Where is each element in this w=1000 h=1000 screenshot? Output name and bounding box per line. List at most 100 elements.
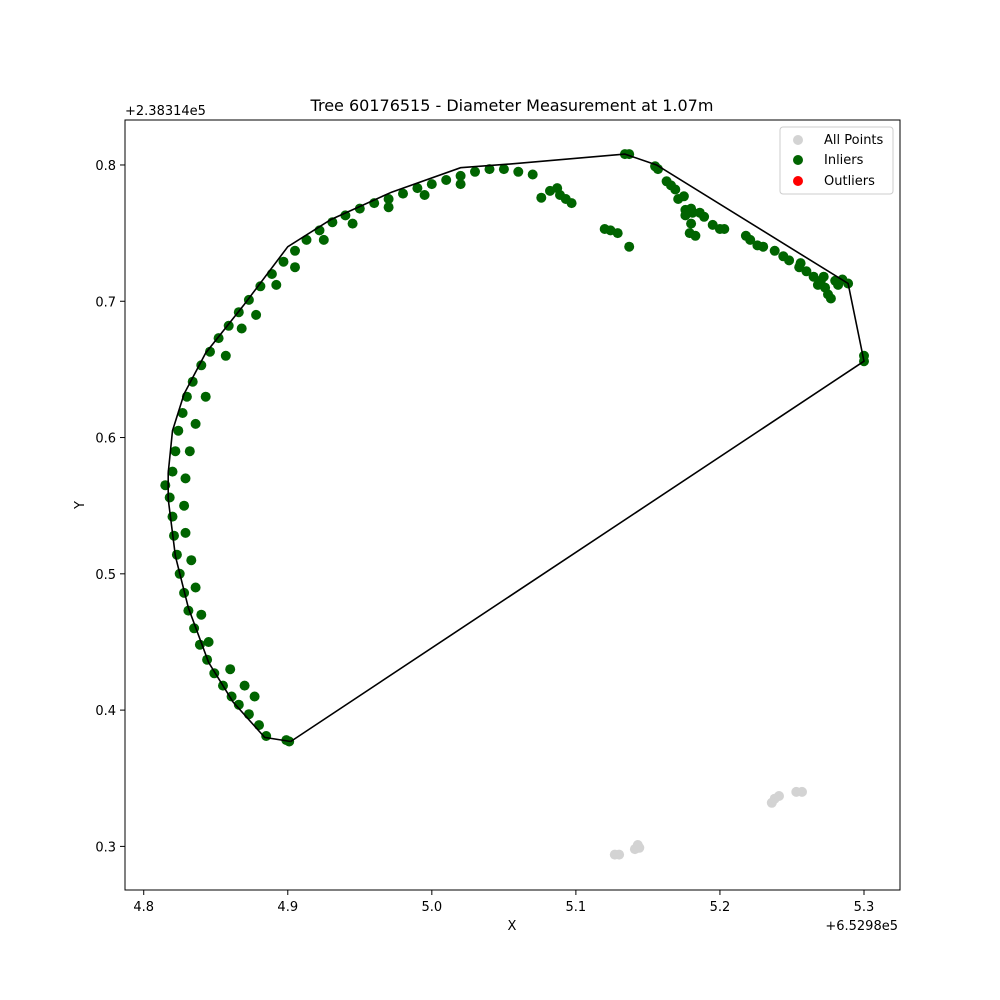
point-inliers [624, 241, 635, 252]
y-tick-label: 0.4 [95, 704, 116, 719]
convex-hull-line [167, 153, 865, 743]
y-tick-label: 0.8 [95, 159, 116, 174]
y-axis-ticks: 0.3 0.4 0.5 0.6 0.7 0.8 [95, 159, 125, 855]
point-inliers [290, 262, 300, 273]
point-inliers [513, 166, 524, 177]
x-tick-label: 4.8 [133, 900, 154, 915]
point-inliers [180, 527, 191, 538]
point-inliers [470, 166, 480, 177]
x-tick-label: 5.2 [710, 900, 731, 915]
axes-frame [124, 119, 901, 891]
legend: All Points Inliers Outliers [779, 126, 894, 195]
legend-label-all-points: All Points [824, 133, 884, 148]
point-inliers [680, 210, 691, 221]
point-inliers [383, 202, 394, 213]
point-inliers [678, 191, 689, 202]
x-axis-ticks: 4.8 4.9 5.0 5.1 5.2 5.3 [133, 890, 874, 915]
point-inliers [266, 269, 277, 279]
legend-marker-inliers [793, 155, 803, 165]
point-all-points [634, 842, 645, 853]
point-inliers [186, 555, 197, 566]
point-inliers [419, 190, 430, 200]
point-inliers [251, 309, 262, 320]
point-inliers [278, 256, 289, 267]
point-inliers [271, 279, 282, 290]
point-inliers [179, 500, 190, 511]
point-inliers [177, 408, 188, 418]
point-inliers [441, 175, 452, 185]
point-inliers [200, 391, 211, 402]
point-inliers [184, 446, 195, 457]
point-inliers [205, 346, 215, 357]
point-inliers [169, 530, 179, 541]
legend-label-outliers: Outliers [824, 174, 875, 189]
point-inliers [536, 192, 547, 203]
point-inliers [818, 271, 829, 282]
point-inliers [236, 323, 247, 334]
point-inliers [758, 241, 769, 252]
legend-marker-all-points [793, 135, 803, 145]
point-inliers [249, 691, 260, 702]
point-inliers [225, 664, 236, 675]
point-inliers [254, 720, 264, 731]
point-inliers [290, 245, 300, 256]
point-inliers [243, 709, 254, 720]
point-inliers [719, 224, 730, 234]
point-all-points [774, 791, 784, 801]
point-inliers [426, 179, 437, 190]
point-inliers [196, 360, 207, 371]
series-layer [160, 149, 869, 860]
point-inliers [690, 230, 701, 241]
x-tick-label: 5.1 [566, 900, 587, 915]
point-inliers [527, 169, 538, 180]
point-inliers [167, 511, 178, 522]
point-inliers [784, 255, 795, 266]
point-inliers [255, 281, 266, 292]
y-axis-label: Y [73, 501, 88, 510]
point-inliers [170, 446, 181, 457]
point-inliers [566, 198, 577, 209]
point-inliers [164, 492, 175, 503]
point-inliers [612, 228, 623, 239]
point-inliers [498, 164, 509, 175]
point-inliers [699, 211, 710, 222]
y-tick-label: 0.5 [95, 568, 116, 583]
x-tick-label: 4.9 [277, 900, 298, 915]
x-tick-label: 5.3 [854, 900, 875, 915]
chart-title: Tree 60176515 - Diameter Measurement at … [310, 96, 714, 115]
point-inliers [233, 699, 244, 710]
legend-box [779, 126, 894, 195]
point-inliers [812, 279, 823, 290]
point-inliers [412, 183, 423, 194]
point-inliers [825, 293, 836, 304]
point-inliers [455, 170, 466, 181]
point-inliers [686, 218, 697, 229]
point-inliers [318, 234, 329, 245]
x-axis-label: X [508, 919, 517, 934]
point-inliers [173, 425, 184, 436]
plot-area [160, 149, 869, 860]
point-inliers [745, 234, 756, 245]
point-inliers [180, 473, 191, 484]
point-inliers [383, 194, 394, 204]
point-inliers [203, 637, 214, 647]
point-all-points [614, 849, 625, 860]
legend-marker-outliers [793, 176, 803, 186]
point-inliers [171, 549, 182, 560]
point-inliers [190, 582, 201, 593]
x-tick-label: 5.0 [421, 900, 442, 915]
y-tick-label: 0.3 [95, 840, 116, 855]
y-offset-label: +2.38314e5 [125, 104, 206, 119]
point-inliers [340, 210, 351, 221]
point-inliers [190, 418, 201, 429]
point-inliers [220, 350, 231, 361]
point-inliers [670, 184, 681, 195]
point-inliers [859, 350, 869, 361]
point-inliers [455, 179, 466, 190]
point-inliers [769, 245, 780, 256]
y-tick-label: 0.7 [95, 295, 116, 310]
point-inliers [167, 466, 178, 477]
x-offset-label: +6.5298e5 [825, 919, 898, 934]
point-all-points [797, 786, 807, 797]
